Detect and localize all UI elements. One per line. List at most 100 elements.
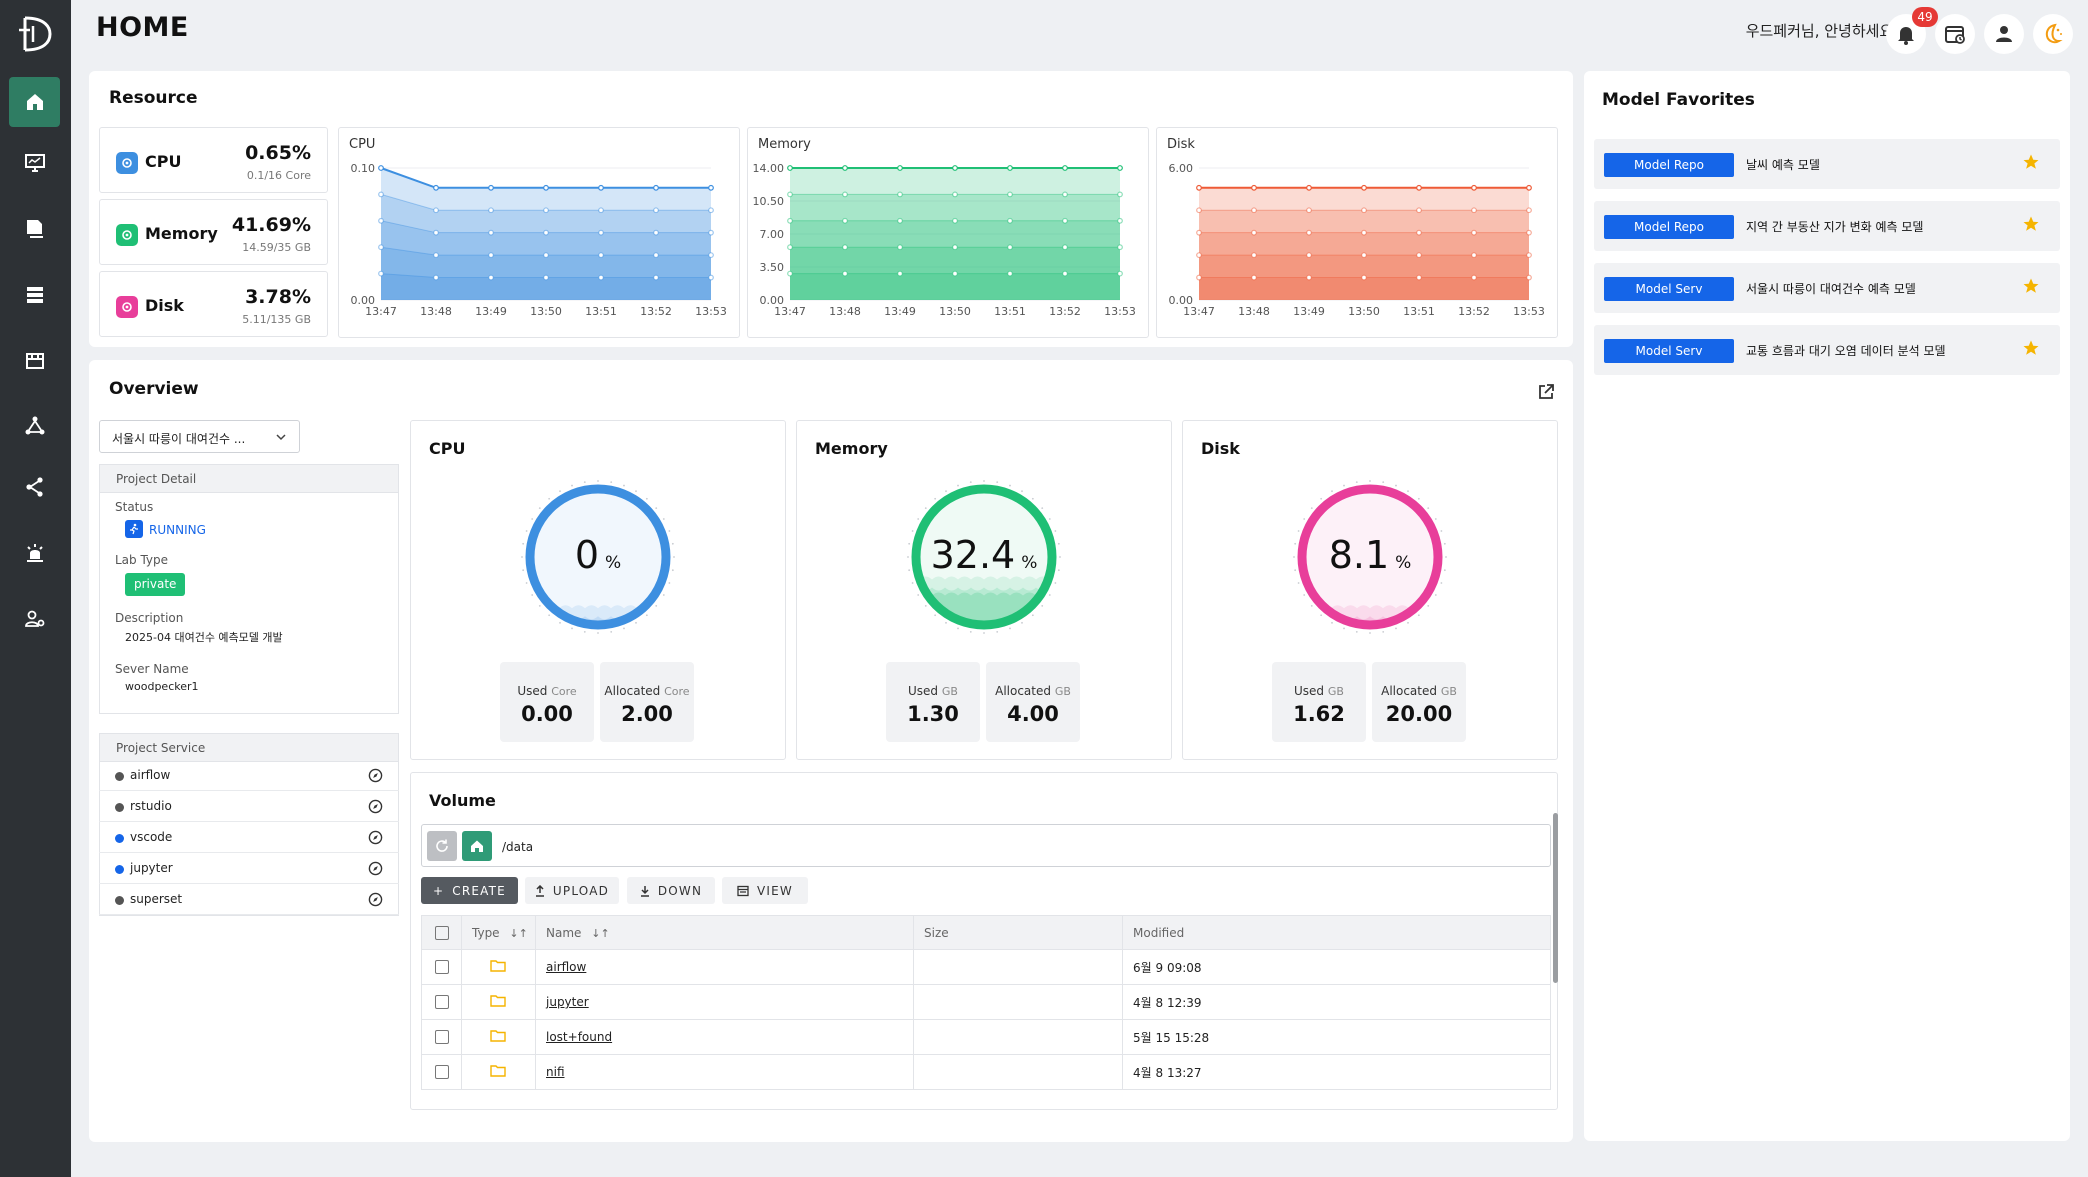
- bug-icon: [26, 544, 43, 562]
- gauge-tick: [583, 630, 586, 633]
- file-name-link[interactable]: airflow: [546, 960, 587, 974]
- profile-button[interactable]: [1984, 14, 2024, 54]
- table-row[interactable]: nifi 4월 8 13:27: [421, 1054, 1551, 1090]
- compass-icon[interactable]: [368, 830, 383, 845]
- row-checkbox[interactable]: [435, 1065, 449, 1080]
- gauge-tick: [571, 627, 573, 630]
- modified-cell: 4월 8 13:27: [1122, 1054, 1551, 1090]
- gauge-ring: [525, 484, 671, 630]
- view-button[interactable]: VIEW: [722, 877, 808, 904]
- data-point: [708, 252, 714, 259]
- data-point: [842, 165, 848, 171]
- sidebar-item-alert[interactable]: [9, 528, 60, 578]
- theme-toggle-button[interactable]: [2033, 14, 2073, 54]
- file-name-link[interactable]: nifi: [546, 1065, 565, 1079]
- data-point: [842, 270, 848, 277]
- calendar-button[interactable]: [1935, 14, 1975, 54]
- memory-summary-percent: 41.69%: [231, 214, 311, 236]
- used-label: Used: [908, 684, 939, 698]
- home-dir-button[interactable]: [462, 831, 492, 861]
- sidebar-item-server[interactable]: [9, 270, 60, 320]
- row-checkbox[interactable]: [435, 995, 449, 1010]
- compass-icon[interactable]: [368, 768, 383, 783]
- row-checkbox[interactable]: [435, 1030, 449, 1045]
- star-icon[interactable]: [2022, 215, 2040, 233]
- data-point: [1306, 274, 1312, 281]
- sidebar-item-home[interactable]: [9, 77, 60, 127]
- star-icon[interactable]: [2022, 339, 2040, 357]
- gauge-tick: [1041, 604, 1044, 607]
- data-point: [1196, 184, 1202, 191]
- allocated-value: 2.00: [621, 702, 673, 726]
- sort-icon[interactable]: ↓↑: [509, 926, 528, 940]
- open-external-icon[interactable]: [1537, 383, 1555, 401]
- sidebar-item-monitor[interactable]: [9, 138, 60, 188]
- sidebar-item-folder[interactable]: [9, 204, 60, 254]
- gauge-number: 32.4: [930, 533, 1016, 577]
- gauge-tick: [1407, 490, 1409, 493]
- data-point: [952, 270, 958, 277]
- compass-icon[interactable]: [368, 861, 383, 876]
- table-row[interactable]: airflow 6월 9 09:08: [421, 949, 1551, 985]
- column-type[interactable]: Type ↓↑: [461, 915, 536, 950]
- data-point: [708, 229, 714, 236]
- sidebar-item-share[interactable]: [9, 462, 60, 512]
- favorite-name: 날씨 예측 모델: [1746, 158, 1820, 172]
- star-icon[interactable]: [2022, 153, 2040, 171]
- service-row-jupyter: jupyter: [99, 853, 399, 884]
- favorite-item[interactable]: Model Serv 교통 흐름과 대기 오염 데이터 분석 모델: [1594, 325, 2060, 375]
- data-point: [433, 274, 439, 281]
- gauge-tick: [911, 582, 914, 584]
- column-name[interactable]: Name ↓↑: [535, 915, 914, 950]
- row-checkbox[interactable]: [435, 960, 449, 975]
- gauge-tick: [645, 614, 648, 617]
- gauge-tick: [548, 614, 551, 617]
- upload-button[interactable]: UPLOAD: [525, 877, 619, 904]
- disk-gauge: [1293, 480, 1447, 634]
- create-button[interactable]: + CREATE: [421, 877, 518, 904]
- server-icon: [26, 287, 43, 303]
- refresh-button[interactable]: [427, 831, 457, 861]
- compass-icon[interactable]: [368, 799, 383, 814]
- sort-icon[interactable]: ↓↑: [591, 926, 610, 940]
- name-cell: airflow: [535, 949, 914, 985]
- x-tick-label: 13:50: [530, 305, 562, 318]
- used-stat: Used GB 1.30: [886, 662, 980, 742]
- gauge-tick: [983, 480, 985, 482]
- used-label: Used: [517, 684, 548, 698]
- select-all-checkbox[interactable]: [435, 925, 449, 940]
- favorite-item[interactable]: Model Repo 날씨 예측 모델: [1594, 139, 2060, 189]
- gauge-tick: [559, 490, 561, 493]
- download-button[interactable]: DOWN: [627, 877, 715, 904]
- sidebar-item-user-settings[interactable]: [9, 594, 60, 644]
- data-point: [1361, 207, 1367, 214]
- data-point: [1306, 184, 1312, 191]
- data-point: [598, 229, 604, 236]
- gauge-tick: [969, 630, 972, 633]
- notifications-button[interactable]: [1886, 14, 1926, 54]
- sidebar-item-store[interactable]: [9, 336, 60, 386]
- file-name-link[interactable]: jupyter: [546, 995, 589, 1009]
- brand-logo-icon[interactable]: [16, 12, 56, 56]
- favorite-item[interactable]: Model Repo 지역 간 부동산 지가 변화 예측 모델: [1594, 201, 2060, 251]
- favorite-item[interactable]: Model Serv 서울시 따릉이 대여건수 예측 모델: [1594, 263, 2060, 313]
- running-icon: [125, 520, 143, 538]
- data-point: [543, 229, 549, 236]
- gauge-tick: [1443, 569, 1446, 572]
- sidebar-item-network[interactable]: [9, 401, 60, 451]
- table-row[interactable]: jupyter 4월 8 12:39: [421, 984, 1551, 1020]
- project-select[interactable]: 서울시 따릉이 대여건수 ...: [99, 420, 300, 453]
- data-point: [952, 217, 958, 224]
- data-point: [842, 217, 848, 224]
- gauge-background: [920, 493, 1048, 621]
- gauge-title: Disk: [1201, 439, 1240, 458]
- table-row[interactable]: lost+found 5월 15 15:28: [421, 1019, 1551, 1055]
- compass-icon[interactable]: [368, 892, 383, 907]
- cpu-gauge-card: CPU 0% Used Core 0.00 Allocated Core 2.0…: [410, 420, 786, 760]
- star-icon[interactable]: [2022, 277, 2040, 295]
- file-name-link[interactable]: lost+found: [546, 1030, 613, 1044]
- gauge-tick: [525, 582, 528, 584]
- volume-scrollbar[interactable]: [1553, 813, 1558, 983]
- service-status-dot: [115, 803, 124, 812]
- area-band: [381, 194, 711, 300]
